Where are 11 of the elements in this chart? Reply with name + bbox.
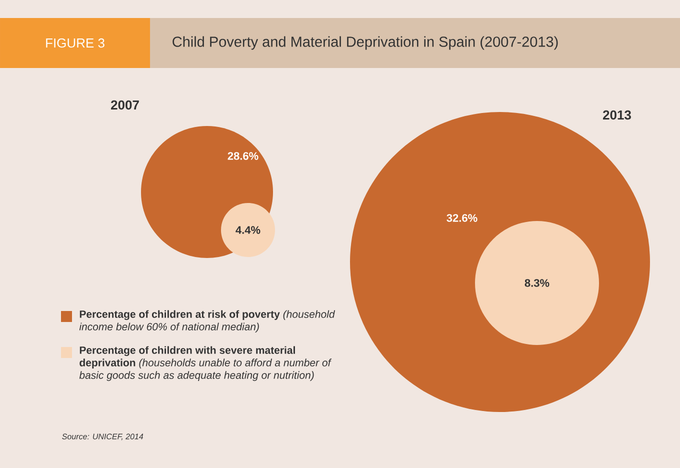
legend-label: Percentage of children with severe material deprivation (households unable to afford a number of basic goods such as adequate heating or nutrition) xyxy=(79,346,332,381)
data-label: 8.3% xyxy=(524,279,550,287)
data-label: 32.6% xyxy=(446,214,478,222)
category-label: 2013 xyxy=(602,110,631,120)
caption: FIGURE 3 xyxy=(46,38,104,48)
data-label: 28.6% xyxy=(228,152,258,160)
category-label: 2007 xyxy=(111,100,139,110)
data-label: 4.4% xyxy=(236,226,260,234)
text: Percentage of children at risk of poverty (household income below 60% of national median) xyxy=(79,310,336,332)
text: Child Poverty and Material Deprivation in Spain (2007-2013) xyxy=(172,36,558,50)
source-note: Source: UNICEF, 2014 xyxy=(62,434,144,440)
